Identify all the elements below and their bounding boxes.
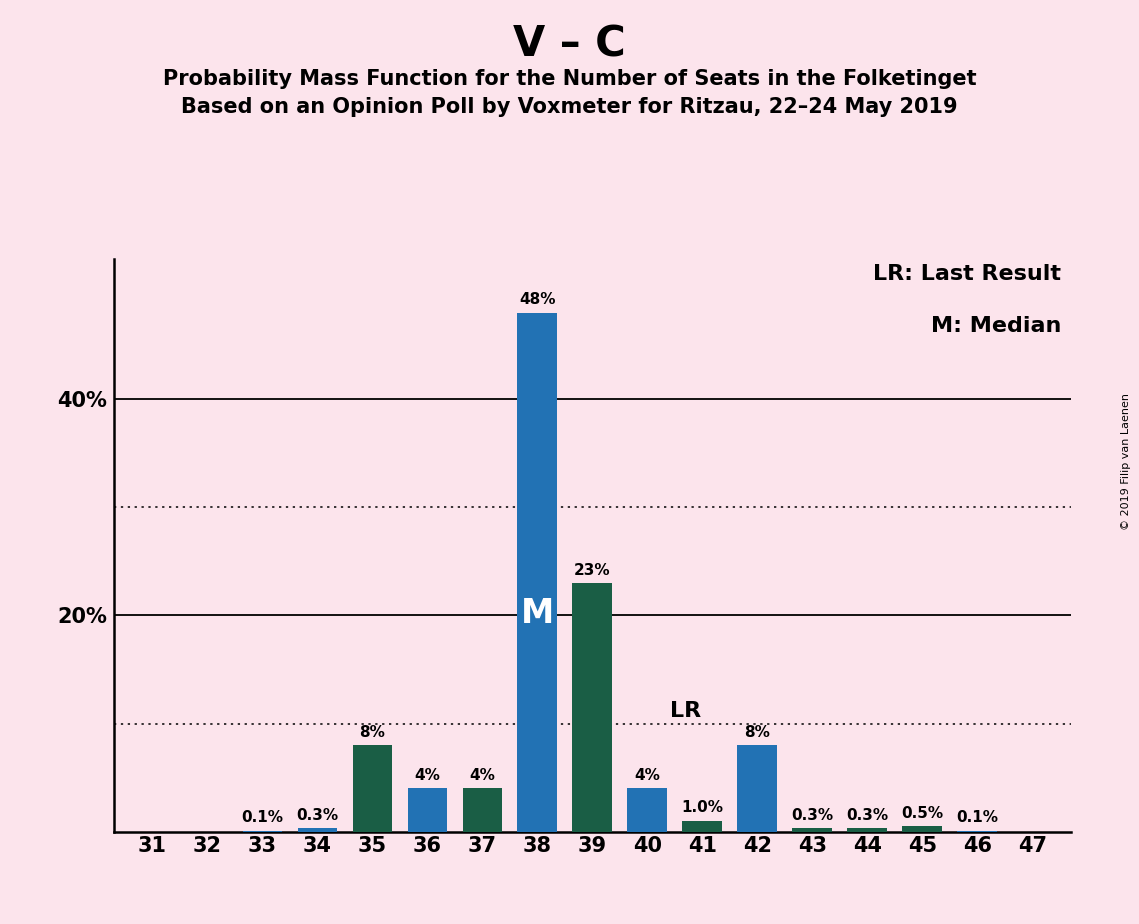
Bar [793, 828, 831, 832]
Bar [902, 826, 942, 832]
Text: 4%: 4% [634, 768, 661, 783]
Text: Based on an Opinion Poll by Voxmeter for Ritzau, 22–24 May 2019: Based on an Opinion Poll by Voxmeter for… [181, 97, 958, 117]
Bar [297, 828, 337, 832]
Text: Probability Mass Function for the Number of Seats in the Folketinget: Probability Mass Function for the Number… [163, 69, 976, 90]
Text: 0.1%: 0.1% [956, 810, 998, 825]
Text: 0.3%: 0.3% [792, 808, 834, 823]
Text: 1.0%: 1.0% [681, 800, 723, 815]
Bar [353, 745, 392, 832]
Bar [737, 745, 777, 832]
Text: © 2019 Filip van Laenen: © 2019 Filip van Laenen [1121, 394, 1131, 530]
Text: 4%: 4% [469, 768, 495, 783]
Text: 48%: 48% [519, 292, 556, 308]
Bar [408, 788, 448, 832]
Text: M: M [521, 597, 554, 630]
Bar [517, 312, 557, 832]
Text: LR: LR [671, 701, 702, 722]
Text: 8%: 8% [360, 724, 385, 740]
Bar [243, 831, 282, 832]
Text: 23%: 23% [574, 563, 611, 578]
Text: M: Median: M: Median [931, 316, 1062, 336]
Bar [628, 788, 667, 832]
Bar [847, 828, 887, 832]
Text: 8%: 8% [744, 724, 770, 740]
Text: 0.1%: 0.1% [241, 810, 284, 825]
Text: 4%: 4% [415, 768, 441, 783]
Text: 0.3%: 0.3% [846, 808, 888, 823]
Bar [573, 583, 612, 832]
Text: 0.3%: 0.3% [296, 808, 338, 823]
Text: 0.5%: 0.5% [901, 806, 943, 821]
Bar [958, 831, 997, 832]
Bar [462, 788, 502, 832]
Text: LR: Last Result: LR: Last Result [874, 264, 1062, 285]
Bar [682, 821, 722, 832]
Text: V – C: V – C [514, 23, 625, 65]
